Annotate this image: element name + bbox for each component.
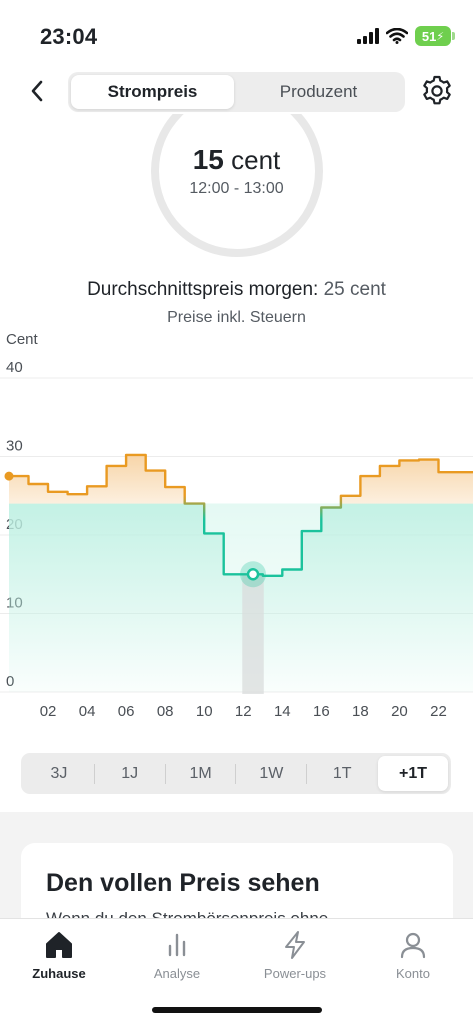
range-separator	[235, 763, 237, 784]
tax-note: Preise inkl. Steuern	[167, 309, 306, 326]
chevron-left-icon	[31, 80, 43, 102]
settings-button[interactable]	[420, 74, 454, 108]
tabbar-label: Zuhause	[32, 966, 86, 981]
tab-strompreis[interactable]: Strompreis	[71, 75, 234, 109]
cellular-signal-icon	[357, 28, 379, 44]
status-bar: 23:04 51 ⚡	[0, 0, 473, 70]
current-time-range: 12:00 - 13:00	[189, 180, 284, 197]
y-tick-label: 30	[6, 438, 23, 455]
current-price: 15 cent	[0, 144, 473, 176]
wifi-icon	[386, 28, 408, 44]
person-icon	[400, 932, 426, 959]
battery-level: 51	[421, 28, 437, 44]
x-tick-label: 12	[235, 703, 252, 720]
x-tick-label: 08	[157, 703, 174, 720]
x-tick-label: 18	[352, 703, 369, 720]
average-price-value: 25 cent	[323, 279, 386, 300]
battery-indicator: 51 ⚡	[415, 26, 455, 46]
x-tick-label: 02	[40, 703, 57, 720]
gear-icon	[423, 75, 451, 105]
tab-produzent[interactable]: Produzent	[279, 82, 358, 101]
tabbar-item-konto[interactable]: Konto	[368, 927, 458, 987]
start-point	[4, 471, 14, 481]
price-chart[interactable]: Cent0102030400204060810121416182022	[0, 325, 473, 725]
bar-chart-icon	[168, 933, 186, 957]
average-price-label: Durchschnittspreis morgen:	[87, 279, 319, 300]
range-option-plus1t[interactable]: +1T	[378, 756, 448, 791]
card-title: Den vollen Preis sehen	[46, 869, 320, 897]
x-tick-label: 20	[391, 703, 408, 720]
range-option-1w[interactable]: 1W	[259, 764, 284, 782]
x-tick-label: 22	[430, 703, 447, 720]
y-tick-label: 40	[6, 359, 23, 376]
home-icon	[46, 932, 72, 958]
range-separator	[306, 763, 308, 784]
current-price-unit: cent	[231, 145, 281, 175]
selected-hour-column	[242, 574, 264, 694]
gauge-ring	[151, 114, 323, 257]
range-option-1j[interactable]: 1J	[121, 764, 139, 782]
range-option-3j[interactable]: 3J	[50, 764, 68, 782]
dip-overlay	[204, 503, 341, 576]
x-tick-label: 04	[79, 703, 96, 720]
range-option-1m[interactable]: 1M	[189, 764, 212, 782]
range-option-1t[interactable]: 1T	[332, 764, 352, 782]
range-separator	[93, 763, 95, 784]
current-price-value: 15	[192, 144, 224, 175]
segmented-control: Strompreis Produzent	[68, 72, 405, 112]
charging-bolt-icon: ⚡	[436, 30, 445, 43]
range-selector: 3J 1J 1M 1W 1T +1T	[21, 753, 451, 794]
nav-bar: Strompreis Produzent	[0, 70, 473, 114]
average-price-line: Durchschnittspreis morgen: 25 cent	[0, 279, 473, 301]
y-axis-label: Cent	[6, 331, 39, 348]
back-button[interactable]	[22, 76, 52, 106]
price-gauge: 15 cent 12:00 - 13:00	[0, 114, 473, 264]
tabbar-label: Power-ups	[263, 966, 327, 981]
selected-point	[246, 568, 260, 581]
above-average-area	[9, 454, 473, 504]
home-indicator	[152, 1007, 322, 1013]
range-separator	[164, 763, 166, 784]
lightning-icon	[285, 931, 305, 959]
x-tick-label: 06	[118, 703, 135, 720]
tabbar-item-zuhause[interactable]: Zuhause	[14, 927, 104, 987]
status-icons: 51 ⚡	[357, 26, 455, 46]
tabbar-item-analyse[interactable]: Analyse	[132, 927, 222, 987]
tabbar-label: Konto	[396, 966, 430, 981]
price-line	[9, 453, 473, 577]
x-tick-label: 16	[313, 703, 330, 720]
tabbar-item-power-ups[interactable]: Power-ups	[250, 927, 340, 987]
tabbar-label: Analyse	[153, 966, 201, 981]
tab-bar: Zuhause Analyse Power-ups Konto	[0, 918, 473, 1024]
x-tick-label: 14	[274, 703, 291, 720]
x-tick-label: 10	[196, 703, 213, 720]
status-time: 23:04	[40, 24, 98, 49]
